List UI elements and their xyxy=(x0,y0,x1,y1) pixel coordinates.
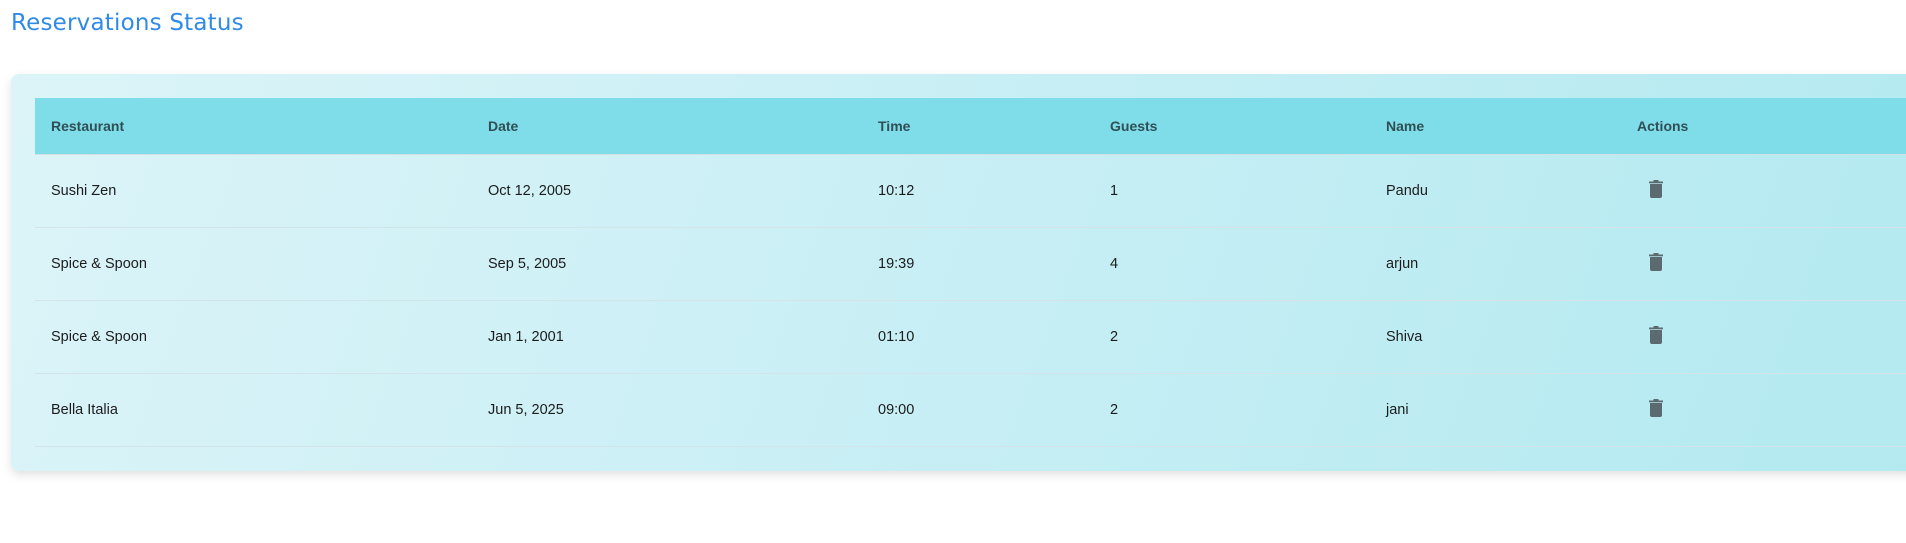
column-header-time: Time xyxy=(862,98,1094,155)
cell-guests: 2 xyxy=(1094,373,1370,447)
column-header-restaurant: Restaurant xyxy=(35,98,472,155)
delete-button[interactable] xyxy=(1649,253,1663,275)
cell-actions xyxy=(1621,154,1906,228)
column-header-actions: Actions xyxy=(1621,98,1906,155)
cell-date: Jan 1, 2001 xyxy=(472,300,862,374)
delete-button[interactable] xyxy=(1649,180,1663,202)
cell-restaurant: Sushi Zen xyxy=(35,154,472,228)
cell-restaurant: Spice & Spoon xyxy=(35,227,472,301)
reservations-table: Restaurant Date Time Guests Name Actions… xyxy=(35,98,1906,447)
cell-date: Oct 12, 2005 xyxy=(472,154,862,228)
cell-name: Shiva xyxy=(1370,300,1621,374)
table-header-row: Restaurant Date Time Guests Name Actions xyxy=(35,98,1906,155)
cell-name: Pandu xyxy=(1370,154,1621,228)
cell-guests: 4 xyxy=(1094,227,1370,301)
cell-date: Sep 5, 2005 xyxy=(472,227,862,301)
cell-time: 10:12 xyxy=(862,154,1094,228)
column-header-guests: Guests xyxy=(1094,98,1370,155)
column-header-date: Date xyxy=(472,98,862,155)
cell-guests: 2 xyxy=(1094,300,1370,374)
cell-name: jani xyxy=(1370,373,1621,447)
cell-date: Jun 5, 2025 xyxy=(472,373,862,447)
page-title: Reservations Status xyxy=(11,10,244,36)
cell-guests: 1 xyxy=(1094,154,1370,228)
trash-icon xyxy=(1649,399,1663,417)
cell-name: arjun xyxy=(1370,227,1621,301)
trash-icon xyxy=(1649,253,1663,271)
table-row: Spice & Spoon Sep 5, 2005 19:39 4 arjun xyxy=(35,227,1906,301)
cell-restaurant: Bella Italia xyxy=(35,373,472,447)
cell-time: 09:00 xyxy=(862,373,1094,447)
table-row: Sushi Zen Oct 12, 2005 10:12 1 Pandu xyxy=(35,154,1906,228)
trash-icon xyxy=(1649,180,1663,198)
table-row: Bella Italia Jun 5, 2025 09:00 2 jani xyxy=(35,373,1906,447)
cell-time: 19:39 xyxy=(862,227,1094,301)
delete-button[interactable] xyxy=(1649,326,1663,348)
cell-actions xyxy=(1621,227,1906,301)
cell-restaurant: Spice & Spoon xyxy=(35,300,472,374)
delete-button[interactable] xyxy=(1649,399,1663,421)
table-row: Spice & Spoon Jan 1, 2001 01:10 2 Shiva xyxy=(35,300,1906,374)
column-header-name: Name xyxy=(1370,98,1621,155)
cell-actions xyxy=(1621,300,1906,374)
reservations-card: Restaurant Date Time Guests Name Actions… xyxy=(11,74,1906,471)
cell-actions xyxy=(1621,373,1906,447)
cell-time: 01:10 xyxy=(862,300,1094,374)
trash-icon xyxy=(1649,326,1663,344)
